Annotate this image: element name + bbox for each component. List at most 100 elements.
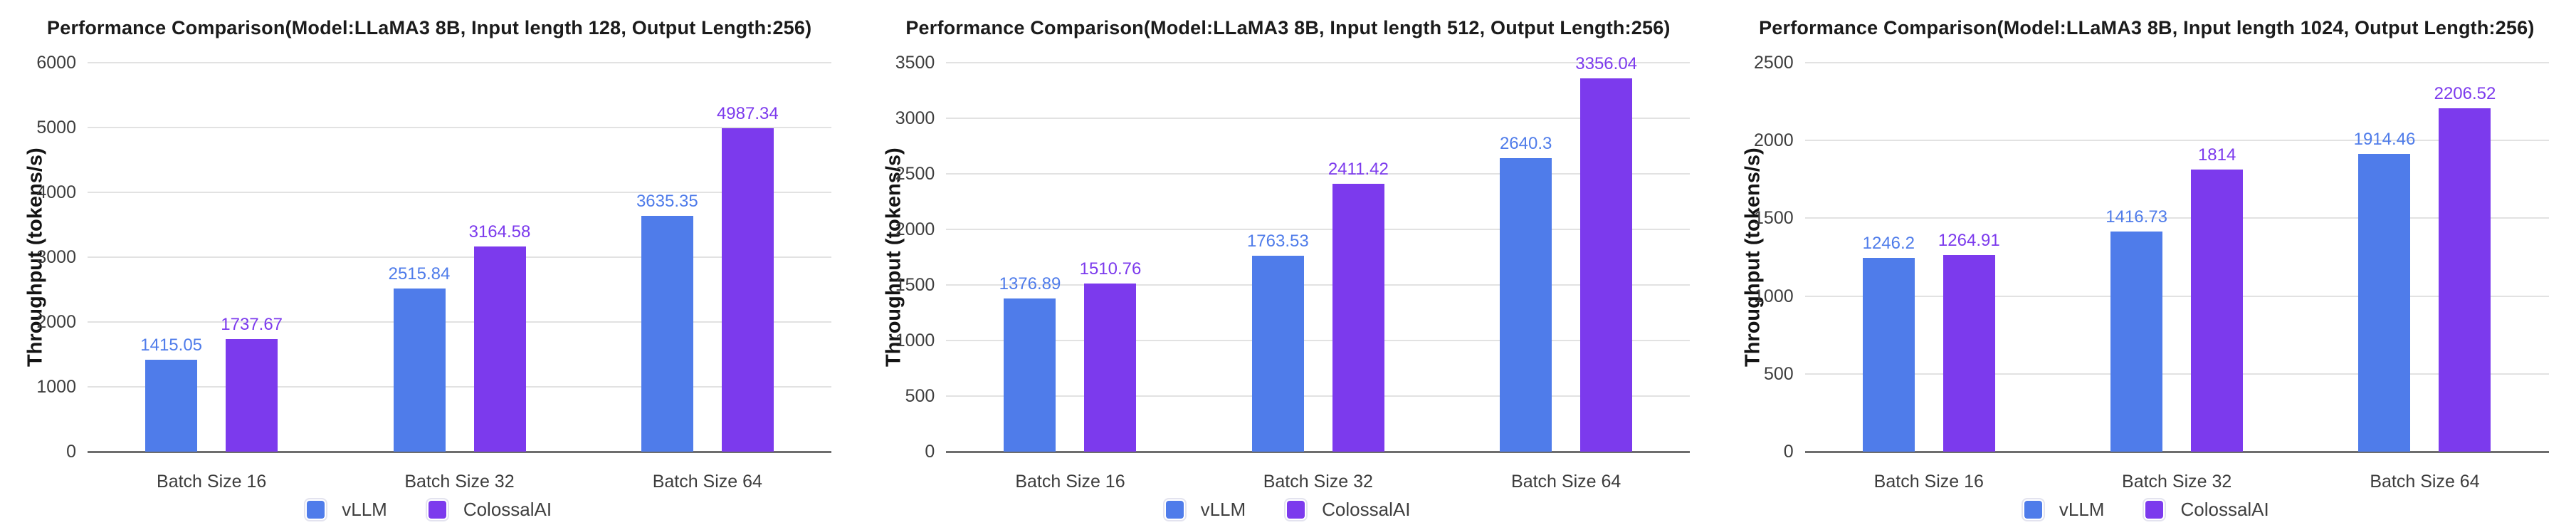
legend: vLLM ColossalAI [858,499,1717,521]
legend-label: ColossalAI [2180,499,2269,520]
gridline [946,118,1691,119]
bar-value-label: 2515.84 [388,264,451,284]
bar-colossalai [2439,108,2491,452]
bar-vllm [2110,231,2163,452]
legend-color-swatch [2145,501,2164,519]
gridline [1804,217,2549,219]
bar-value-label: 1814 [2197,145,2236,165]
legend-color-swatch [428,501,446,519]
x-axis-line [946,450,1691,453]
bar-value-label: 1737.67 [221,314,283,334]
y-tick-label: 0 [1783,442,1794,462]
bar-value-label: 2411.42 [1328,159,1389,179]
x-axis-tick-label: Batch Size 64 [1511,472,1621,492]
gridline [88,321,831,323]
x-axis-tick-label: Batch Size 32 [2122,472,2232,492]
legend-color-swatch [1287,501,1305,519]
bar-vllm [1251,255,1304,452]
y-tick-label: 2000 [1754,130,1794,151]
bar-value-label: 3635.35 [636,192,698,212]
x-axis-tick-label: Batch Size 32 [1263,472,1373,492]
gridline [88,62,831,63]
legend-label: ColossalAI [1322,499,1411,520]
bar-colossalai [1084,284,1137,452]
chart-title: Performance Comparison(Model:LLaMA3 8B, … [47,17,812,38]
gridline [946,340,1691,341]
plot-area: 1415.05 1737.67 2515.84 3164.58 3635.35 4987.… [88,62,831,453]
bar-vllm [393,289,446,452]
y-tick-label: 1500 [895,275,935,295]
legend-item: ColossalAI [1287,499,1410,521]
bar-vllm [145,360,198,452]
y-tick-label: 2000 [895,219,935,239]
bar-value-label: 1376.89 [999,274,1061,294]
bar-colossalai [2191,169,2244,452]
legend: vLLM ColossalAI [1718,499,2576,521]
y-tick-label: 1000 [1754,286,1794,306]
legend-item: vLLM [1165,499,1246,521]
y-tick-label: 1000 [895,331,935,350]
legend-color-swatch [2024,501,2042,519]
bar-vllm [2358,153,2411,452]
bar-value-label: 1246.2 [1862,233,1915,253]
gridline [1804,295,2549,297]
gridline [1804,62,2549,63]
gridline [946,284,1691,286]
legend-label: vLLM [2059,499,2105,520]
bar-value-label: 1763.53 [1246,231,1309,251]
gridline [88,192,831,193]
y-tick-label: 0 [925,442,935,462]
bar-value-label: 1510.76 [1079,259,1142,279]
legend-item: vLLM [307,499,387,521]
x-axis-tick-label: Batch Size 64 [2370,472,2480,492]
legend-item: ColossalAI [428,499,552,521]
x-axis-tick-label: Batch Size 16 [1015,472,1125,492]
y-tick-label: 4000 [36,182,76,202]
gridline [88,127,831,128]
bar-vllm [1500,158,1552,452]
y-axis-label: Throughput (tokens/s) [1741,147,1765,367]
bar-value-label: 2640.3 [1499,134,1552,154]
bar-vllm [641,216,693,452]
bar-value-label: 2206.52 [2434,84,2496,104]
bar-value-label: 1415.05 [140,336,203,355]
legend: vLLM ColossalAI [0,499,858,521]
x-axis-tick-label: Batch Size 16 [1873,472,1984,492]
gridline [1804,373,2549,375]
bar-value-label: 1264.91 [1938,230,2000,250]
bar-vllm [1862,257,1915,452]
bar-colossalai [721,128,774,452]
bar-value-label: 3164.58 [468,222,531,242]
bar-value-label: 1416.73 [2106,207,2168,227]
bar-colossalai [1942,254,1995,452]
legend-label: vLLM [1200,499,1246,520]
bar-value-label: 4987.34 [716,104,779,124]
bar-colossalai [473,246,526,452]
legend-item: ColossalAI [2145,499,2269,521]
gridline [88,386,831,388]
chart-title: Performance Comparison(Model:LLaMA3 8B, … [1759,17,2535,38]
bar-vllm [1004,298,1056,452]
bar-colossalai [226,338,278,452]
chart-title: Performance Comparison(Model:LLaMA3 8B, … [905,17,1671,38]
y-tick-label: 3500 [895,53,935,73]
plot-area: 1246.2 1264.91 1416.73 1814 1914.46 2206.52 [1804,62,2549,453]
plot-area: 1376.89 1510.76 1763.53 2411.42 2640.3 3356.0… [946,54,1691,453]
gridline [88,256,831,258]
legend-color-swatch [307,501,325,519]
x-axis-tick-label: Batch Size 16 [157,472,267,492]
y-tick-label: 500 [1763,363,1794,384]
bar-colossalai [1580,78,1633,452]
y-tick-label: 2500 [1754,53,1794,73]
legend-label: vLLM [342,499,387,520]
y-tick-label: 3000 [36,247,76,267]
y-tick-label: 6000 [36,53,76,73]
bar-value-label: 3356.04 [1575,54,1638,74]
bar-colossalai [1332,183,1384,452]
x-axis-tick-label: Batch Size 32 [404,472,515,492]
y-tick-label: 2500 [895,164,935,184]
y-tick-label: 0 [66,442,76,462]
legend-color-swatch [1165,501,1184,519]
y-tick-label: 2000 [36,312,76,332]
